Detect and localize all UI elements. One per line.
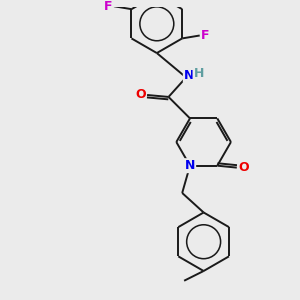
Text: H: H bbox=[194, 67, 204, 80]
Text: O: O bbox=[238, 161, 249, 174]
Text: N: N bbox=[184, 69, 194, 82]
Text: N: N bbox=[185, 159, 195, 172]
Text: F: F bbox=[201, 29, 210, 42]
Text: O: O bbox=[135, 88, 146, 101]
Text: F: F bbox=[104, 0, 112, 13]
